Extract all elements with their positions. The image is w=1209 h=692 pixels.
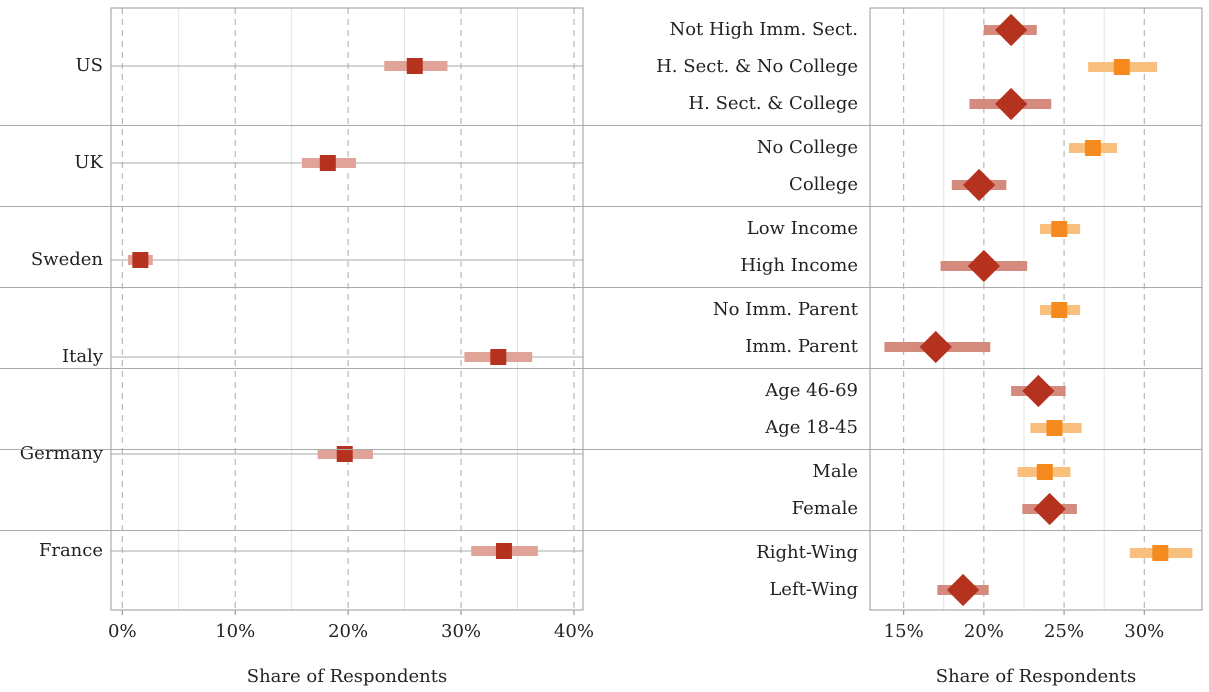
x-tick-label: 15%	[884, 621, 924, 642]
point-marker	[1033, 492, 1066, 526]
y-tick-label: H. Sect. & College	[688, 93, 858, 114]
y-tick-label: H. Sect. & No College	[656, 56, 858, 77]
point-marker	[1022, 374, 1055, 408]
x-tick-label: 30%	[441, 621, 481, 642]
y-tick-label: UK	[74, 152, 103, 173]
point-marker	[336, 446, 353, 462]
y-tick-label: High Income	[740, 255, 858, 276]
y-tick-label: Imm. Parent	[745, 336, 859, 357]
point-marker	[962, 168, 996, 202]
point-marker	[132, 252, 149, 268]
point-marker	[1051, 302, 1068, 318]
y-tick-label: Left-Wing	[769, 579, 858, 600]
y-tick-label: Right-Wing	[756, 542, 858, 563]
point-marker	[490, 349, 507, 365]
point-marker	[946, 573, 980, 607]
y-tick-label: College	[789, 174, 858, 195]
point-marker	[919, 330, 952, 364]
x-tick-label: 30%	[1124, 621, 1164, 642]
y-tick-label: Italy	[62, 346, 104, 367]
y-tick-label: Age 46-69	[764, 380, 858, 401]
point-marker	[1152, 545, 1169, 561]
point-marker	[1051, 221, 1068, 237]
point-marker	[995, 13, 1028, 47]
x-axis-title: Share of Respondents	[936, 666, 1137, 687]
y-tick-label: Germany	[20, 443, 104, 464]
point-marker	[995, 87, 1028, 121]
x-tick-label: 40%	[554, 621, 594, 642]
point-marker	[406, 58, 423, 74]
y-tick-label: No College	[757, 137, 858, 158]
y-tick-label: Sweden	[31, 249, 104, 270]
x-tick-label: 25%	[1044, 621, 1084, 642]
x-tick-label: 10%	[215, 621, 255, 642]
y-tick-label: Not High Imm. Sect.	[669, 19, 858, 40]
y-tick-label: Female	[792, 498, 858, 519]
point-marker	[1046, 420, 1063, 436]
point-marker	[319, 155, 336, 171]
plot-frame	[869, 7, 1203, 611]
x-tick-label: 0%	[108, 621, 137, 642]
y-tick-label: No Imm. Parent	[713, 299, 859, 320]
plot-frame	[110, 7, 584, 611]
x-tick-label: 20%	[964, 621, 1004, 642]
y-tick-label: Low Income	[747, 218, 858, 239]
point-marker	[1084, 140, 1101, 156]
x-axis-title: Share of Respondents	[247, 666, 448, 687]
point-marker	[1036, 464, 1053, 480]
y-tick-label: US	[75, 55, 103, 76]
y-tick-label: Male	[812, 461, 858, 482]
x-tick-label: 20%	[328, 621, 368, 642]
y-tick-label: Age 18-45	[764, 417, 858, 438]
point-marker	[495, 543, 512, 559]
point-marker	[1113, 59, 1130, 75]
point-marker	[967, 249, 1000, 283]
y-tick-label: France	[39, 540, 103, 561]
